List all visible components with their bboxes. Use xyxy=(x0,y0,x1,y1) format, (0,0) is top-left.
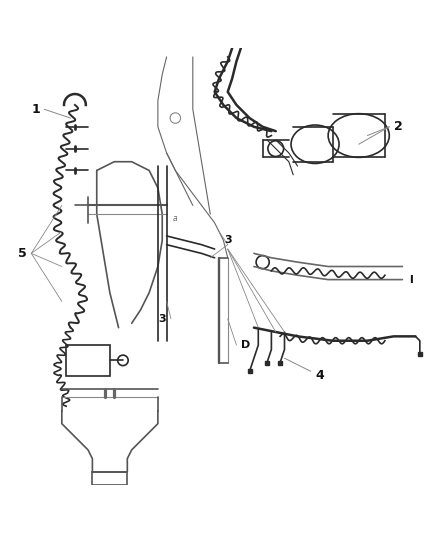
Bar xyxy=(92,472,127,485)
Text: 3: 3 xyxy=(224,235,232,245)
Text: 2: 2 xyxy=(394,120,403,133)
Text: 3: 3 xyxy=(159,314,166,324)
Text: D: D xyxy=(240,340,250,350)
Bar xyxy=(66,345,110,376)
Text: 5: 5 xyxy=(18,247,27,260)
Text: a: a xyxy=(173,214,178,223)
Text: 4: 4 xyxy=(315,369,324,382)
Text: l: l xyxy=(409,274,413,285)
Text: 1: 1 xyxy=(31,103,40,116)
